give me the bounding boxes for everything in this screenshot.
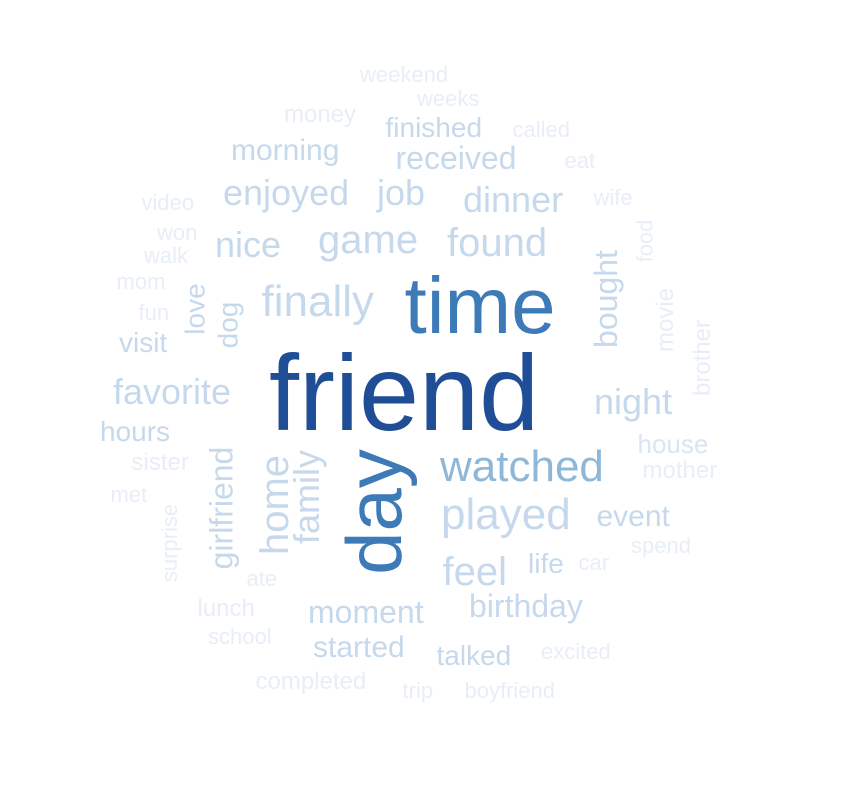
word-excited: excited: [541, 639, 611, 664]
word-started: started: [313, 631, 405, 664]
word-bought: bought: [587, 250, 624, 348]
word-brother: brother: [689, 319, 717, 397]
word-surprise: surprise: [157, 503, 183, 583]
word-money: money: [284, 101, 357, 128]
word-birthday: birthday: [469, 588, 583, 624]
word-night: night: [594, 381, 673, 422]
word-family: family: [286, 449, 328, 545]
word-lunch: lunch: [197, 595, 255, 622]
word-car: car: [578, 550, 610, 575]
word-time: time: [404, 261, 556, 350]
word-video: video: [141, 190, 195, 215]
word-completed: completed: [255, 668, 367, 695]
word-house: house: [637, 429, 709, 459]
word-favorite: favorite: [113, 371, 232, 412]
word-game: game: [318, 218, 419, 262]
word-sister: sister: [131, 449, 189, 476]
word-food: food: [631, 219, 657, 263]
word-moment: moment: [308, 594, 424, 630]
word-boyfriend: boyfriend: [464, 678, 556, 703]
word-mother: mother: [642, 457, 718, 484]
word-talked: talked: [436, 640, 512, 671]
word-won: won: [157, 220, 198, 245]
word-life: life: [528, 548, 564, 579]
word-watched: watched: [440, 442, 604, 491]
word-event: event: [596, 500, 670, 533]
word-weeks: weeks: [417, 86, 480, 111]
word-spend: spend: [631, 533, 691, 558]
word-finally: finally: [261, 277, 375, 326]
word-ate: ate: [246, 566, 278, 591]
word-wife: wife: [593, 185, 633, 210]
word-met: met: [110, 482, 148, 507]
word-love: love: [179, 283, 211, 335]
word-weekend: weekend: [360, 62, 449, 87]
word-finished: finished: [385, 112, 483, 143]
word-feel: feel: [442, 550, 508, 594]
word-nice: nice: [215, 224, 282, 265]
word-girlfriend: girlfriend: [202, 446, 239, 570]
word-day: day: [329, 449, 418, 575]
word-hours: hours: [100, 416, 171, 447]
word-received: received: [395, 140, 517, 176]
word-trip: trip: [402, 678, 434, 703]
word-played: played: [441, 490, 571, 539]
word-enjoyed: enjoyed: [223, 172, 350, 213]
word-walk: walk: [144, 243, 189, 268]
word-movie: movie: [652, 287, 680, 353]
word-found: found: [447, 221, 548, 265]
word-mom: mom: [116, 269, 166, 294]
word-morning: morning: [231, 134, 340, 167]
word-friend: friend: [269, 332, 540, 453]
word-eat: eat: [564, 148, 596, 173]
word-job: job: [377, 172, 426, 213]
word-school: school: [208, 624, 272, 649]
word-dog: dog: [211, 301, 243, 349]
word-visit: visit: [119, 327, 168, 358]
word-called: called: [512, 117, 570, 142]
word-fun: fun: [138, 300, 170, 325]
word-dinner: dinner: [463, 179, 564, 220]
